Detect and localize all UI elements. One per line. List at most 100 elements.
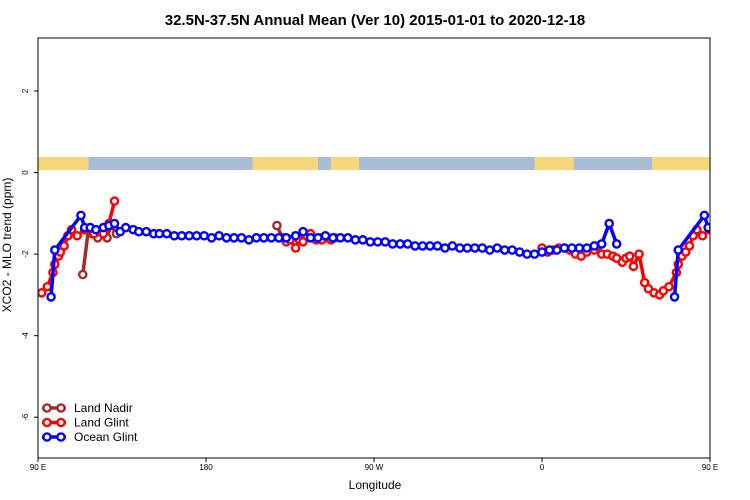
- data-point-ocean-glint: [703, 222, 710, 233]
- data-point-ocean-glint: [699, 210, 710, 221]
- legend-item-land-glint: Land Glint: [42, 416, 129, 430]
- x-tick-label: 180: [199, 463, 213, 472]
- data-point-ocean-glint: [365, 237, 376, 247]
- data-point-ocean-glint: [492, 243, 503, 253]
- data-point-ocean-glint: [259, 233, 269, 243]
- y-tick-label: -2: [21, 250, 30, 258]
- data-point-land-glint: [59, 241, 69, 251]
- data-point-ocean-glint: [350, 235, 361, 245]
- data-point-ocean-glint: [120, 222, 131, 233]
- plot-frame: [37, 37, 711, 459]
- legend-marker: [56, 403, 66, 413]
- data-point-ocean-glint: [477, 243, 488, 253]
- data-point-ocean-glint: [447, 241, 458, 251]
- data-point-ocean-glint: [229, 233, 239, 243]
- data-point-ocean-glint: [425, 241, 435, 251]
- data-point-land-glint: [697, 230, 708, 241]
- data-point-ocean-glint: [395, 239, 405, 249]
- map-strip-ocean: [38, 157, 710, 170]
- data-point-ocean-glint: [251, 233, 262, 243]
- data-point-ocean-glint: [574, 243, 585, 253]
- map-strip-land: [38, 157, 89, 170]
- legend-marker: [42, 403, 52, 413]
- legend-item-ocean-glint: Ocean Glint: [42, 430, 138, 444]
- map-strip: [38, 157, 710, 170]
- data-point-ocean-glint: [313, 233, 323, 243]
- data-point-ocean-glint: [440, 243, 450, 253]
- data-point-ocean-glint: [469, 243, 480, 253]
- x-tick-label: 90 E: [30, 463, 46, 472]
- data-point-ocean-glint: [559, 243, 570, 253]
- legend-marker: [42, 417, 52, 428]
- data-point-ocean-glint: [522, 249, 532, 259]
- legend-marker: [56, 417, 66, 428]
- data-point-ocean-glint: [236, 233, 247, 243]
- legend-marker: [42, 432, 52, 442]
- data-point-ocean-glint: [372, 237, 383, 247]
- map-strip-land: [534, 157, 574, 170]
- data-point-ocean-glint: [214, 230, 224, 241]
- data-point-ocean-glint: [221, 233, 232, 243]
- map-strip-land: [652, 157, 710, 170]
- data-point-ocean-glint: [343, 233, 353, 243]
- data-point-ocean-glint: [320, 230, 331, 241]
- x-tick-label: 90 E: [702, 463, 718, 472]
- data-point-ocean-glint: [154, 228, 165, 239]
- data-point-ocean-glint: [552, 245, 562, 255]
- data-point-ocean-glint: [46, 292, 56, 302]
- data-point-land-glint: [664, 281, 674, 292]
- data-point-ocean-glint: [266, 233, 277, 243]
- y-axis-label: XCO2 - MLO trend (ppm): [0, 178, 14, 313]
- data-point-ocean-glint: [206, 233, 217, 243]
- data-point-ocean-glint: [507, 245, 517, 255]
- data-point-ocean-glint: [76, 210, 86, 221]
- data-point-ocean-glint: [305, 233, 316, 243]
- data-point-land-glint: [290, 243, 301, 253]
- series-layer: [38, 196, 710, 302]
- data-point-ocean-glint: [589, 241, 600, 251]
- data-point-ocean-glint: [484, 245, 495, 255]
- data-point-ocean-glint: [176, 230, 187, 241]
- data-point-land-glint: [42, 281, 53, 292]
- data-point-ocean-glint: [669, 292, 680, 302]
- data-point-ocean-glint: [380, 237, 391, 247]
- y-tick-label: 2: [21, 88, 30, 93]
- data-point-ocean-glint: [537, 247, 547, 257]
- data-point-ocean-glint: [596, 239, 607, 249]
- map-strip-land: [331, 157, 360, 170]
- legend-item-land-nadir: Land Nadir: [42, 401, 133, 415]
- data-point-ocean-glint: [161, 228, 172, 239]
- data-point-ocean-glint: [357, 235, 368, 245]
- data-point-ocean-glint: [514, 247, 525, 257]
- data-point-ocean-glint: [432, 241, 443, 251]
- data-point-ocean-glint: [417, 241, 428, 251]
- legend-marker: [56, 432, 66, 442]
- data-point-ocean-glint: [50, 245, 60, 255]
- data-point-ocean-glint: [273, 233, 284, 243]
- x-tick-label: 0: [540, 463, 545, 472]
- data-point-land-glint: [624, 251, 635, 261]
- data-point-ocean-glint: [184, 230, 194, 241]
- data-point-ocean-glint: [141, 226, 152, 237]
- data-point-ocean-glint: [244, 235, 254, 245]
- data-point-ocean-glint: [611, 239, 622, 249]
- data-point-land-nadir: [78, 269, 88, 280]
- data-point-ocean-glint: [328, 233, 338, 243]
- chart-title: 32.5N-37.5N Annual Mean (Ver 10) 2015-01…: [165, 12, 585, 29]
- data-point-ocean-glint: [673, 245, 684, 255]
- data-point-ocean-glint: [169, 230, 180, 241]
- data-point-ocean-glint: [109, 218, 120, 229]
- data-point-ocean-glint: [335, 233, 346, 243]
- x-axis-label: Longitude: [349, 478, 402, 492]
- series-ocean-glint: [46, 210, 710, 302]
- data-point-ocean-glint: [582, 243, 592, 253]
- data-point-ocean-glint: [199, 230, 209, 241]
- y-tick-label: -6: [21, 413, 30, 421]
- data-point-ocean-glint: [604, 218, 615, 229]
- data-point-ocean-glint: [567, 243, 577, 253]
- data-point-ocean-glint: [499, 245, 510, 255]
